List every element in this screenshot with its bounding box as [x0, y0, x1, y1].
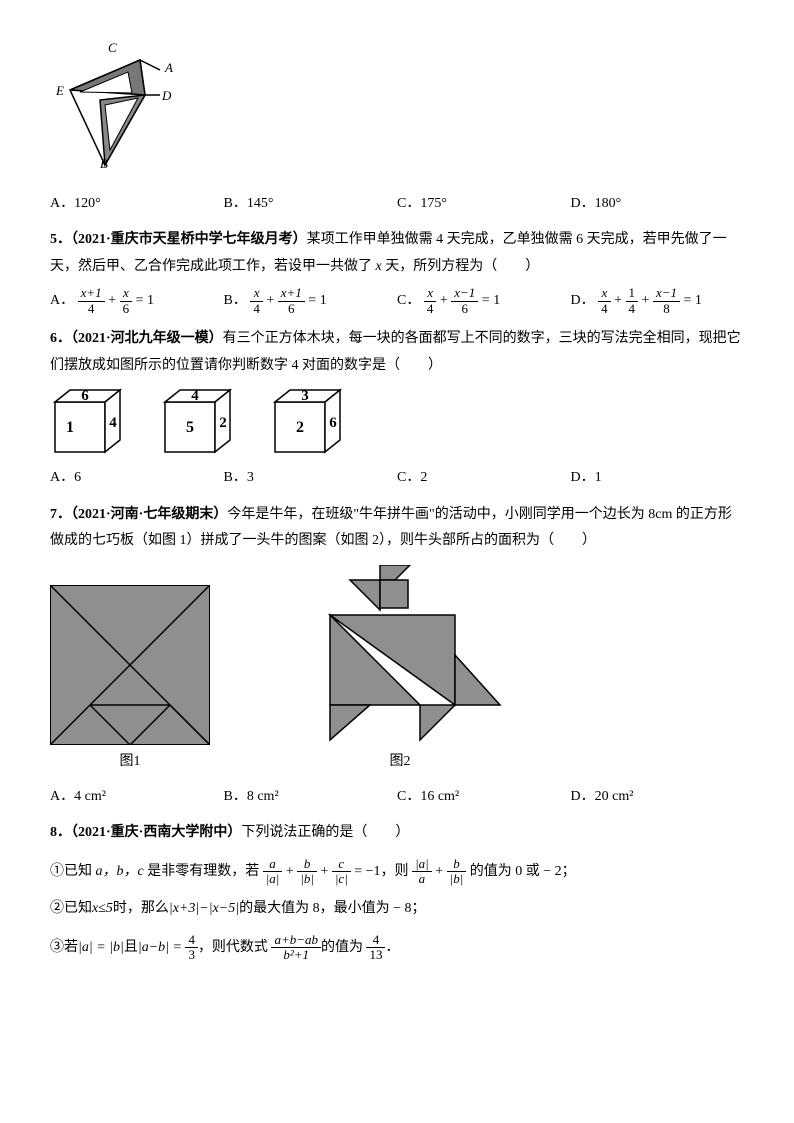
q5-text: 5．（2021·重庆市天星桥中学七年级月考）某项工作甲单独做需 4 天完成，乙单…: [50, 227, 744, 280]
q5-d-label: D．: [571, 293, 595, 308]
svg-text:6: 6: [329, 415, 337, 431]
svg-text:1: 1: [66, 419, 74, 436]
q5-b-label: B．: [224, 293, 247, 308]
cube-1: 6 1 4: [50, 387, 130, 457]
q4-diagram: C A D E B: [50, 40, 744, 181]
q6-cubes: 6 1 4 4 5 2 3 2 6: [50, 387, 744, 457]
q6-text: 6．（2021·河北九年级一模）有三个正方体木块，每一块的各面都写上不同的数字，…: [50, 326, 744, 379]
q7-opt-a: A．4 cm²: [50, 784, 224, 811]
q6-options: A．6 B．3 C．2 D．1: [50, 465, 744, 492]
cube-2: 4 5 2: [160, 387, 240, 457]
q5-c-label: C．: [397, 293, 420, 308]
q8-prefix: 8．（2021·重庆·西南大学附中）: [50, 825, 241, 840]
q5-opt-c: C． x4 + x−16 = 1: [397, 286, 571, 316]
q5-options: A． x+14 + x6 = 1 B． x4 + x+16 = 1 C． x4 …: [50, 286, 744, 316]
label-c: C: [108, 40, 117, 55]
q6-opt-d: D．1: [571, 465, 745, 492]
tangram-square: [50, 585, 210, 745]
q7-label1: 图1: [50, 749, 210, 776]
svg-text:4: 4: [191, 388, 199, 404]
q4-opt-d: D．180°: [571, 191, 745, 218]
q6-opt-c: C．2: [397, 465, 571, 492]
label-b: B: [100, 156, 108, 170]
q8-body: 下列说法正确的是（ ）: [241, 825, 409, 840]
svg-text:5: 5: [186, 419, 194, 436]
q7-figure-labels: 图1 图2: [50, 749, 744, 776]
label-a: A: [164, 60, 173, 75]
label-e: E: [55, 83, 64, 98]
svg-text:2: 2: [219, 415, 227, 431]
svg-text:6: 6: [81, 388, 89, 404]
q7-figures: [50, 565, 744, 745]
label-d: D: [161, 88, 172, 103]
q4-options: A．120° B．145° C．175° D．180°: [50, 191, 744, 218]
cube-3: 3 2 6: [270, 387, 350, 457]
q5-body2: 天，所列方程为（ ）: [385, 259, 539, 274]
q7-opt-d: D．20 cm²: [571, 784, 745, 811]
q7-label2: 图2: [290, 749, 510, 776]
q6-opt-a: A．6: [50, 465, 224, 492]
svg-text:4: 4: [109, 415, 117, 431]
q7-options: A．4 cm² B．8 cm² C．16 cm² D．20 cm²: [50, 784, 744, 811]
q5-a-label: A．: [50, 293, 74, 308]
q5-opt-b: B． x4 + x+16 = 1: [224, 286, 398, 316]
q8-stmt3: ③若|a| = |b|且|a−b| = 43，则代数式 a+b−abb²+1的值…: [50, 933, 744, 963]
q5-prefix: 5．（2021·重庆市天星桥中学七年级月考）: [50, 232, 307, 247]
svg-text:3: 3: [301, 388, 309, 404]
q8-text: 8．（2021·重庆·西南大学附中）下列说法正确的是（ ）: [50, 820, 744, 847]
q6-prefix: 6．（2021·河北九年级一模）: [50, 331, 223, 346]
q7-prefix: 7．（2021·河南·七年级期末）: [50, 507, 227, 522]
q6-opt-b: B．3: [224, 465, 398, 492]
q4-opt-a: A．120°: [50, 191, 224, 218]
q8-stmt1: ①已知 a，b，c 是非零有理数，若 a|a| + b|b| + c|c| = …: [50, 857, 744, 887]
q7-opt-c: C．16 cm²: [397, 784, 571, 811]
svg-text:2: 2: [296, 419, 304, 436]
q5-opt-d: D． x4 + 14 + x−18 = 1: [571, 286, 745, 316]
tangram-ox: [270, 565, 520, 745]
q5-opt-a: A． x+14 + x6 = 1: [50, 286, 224, 316]
q8-stmt2: ②已知x≤5时，那么|x+3|−|x−5|的最大值为 8，最小值为 − 8；: [50, 896, 744, 923]
q4-opt-b: B．145°: [224, 191, 398, 218]
q4-opt-c: C．175°: [397, 191, 571, 218]
q7-text: 7．（2021·河南·七年级期末）今年是牛年，在班级"牛年拼牛画"的活动中，小刚…: [50, 502, 744, 555]
q7-opt-b: B．8 cm²: [224, 784, 398, 811]
